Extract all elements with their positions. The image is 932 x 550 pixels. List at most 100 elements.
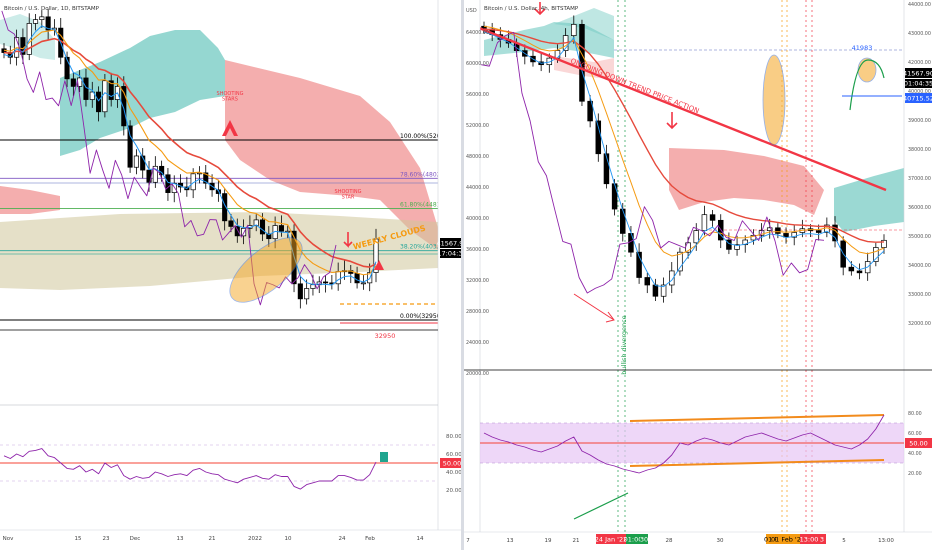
left-candle — [83, 77, 89, 100]
right-rsi-channel-bottom — [629, 459, 885, 467]
right-currency-label: USD — [466, 8, 477, 14]
right-candle — [669, 270, 675, 286]
left-rsi-tick-3: 20.00 — [446, 488, 462, 494]
left-bull-cloud — [60, 30, 225, 156]
left-candle — [354, 273, 360, 284]
left-xtick-5: 21 — [209, 536, 216, 542]
right-candle — [611, 183, 618, 210]
right-chart-pane[interactable]: ONGOING DOWN TREND PRICE ACTION 41983 bull… — [464, 0, 932, 550]
left-chart-svg[interactable]: 100.00%(52098.00) 78.60%(48020.33) 61.80%(… — [0, 0, 464, 550]
fib-382-label: 38.20%(40324.56) — [400, 244, 456, 251]
right-candle — [571, 24, 577, 36]
right-candle — [791, 232, 797, 238]
right-candle — [677, 251, 683, 272]
left-price-tag-bg — [440, 238, 464, 248]
right-laxis-tick-3: 52000.00 — [466, 123, 489, 129]
left-chikou — [1, 10, 337, 306]
right-candle — [636, 251, 642, 278]
right-candle — [766, 227, 773, 231]
right-raxis-tick-11: 32000.00 — [908, 321, 931, 327]
right-laxis-tick-2: 56000.00 — [466, 92, 489, 98]
fib-100-label: 100.00%(52098.00) — [400, 133, 460, 140]
right-date-tag-6: 3 — [820, 536, 824, 544]
left-countdown-tag: 17:04:36 — [437, 250, 464, 258]
right-candle — [709, 214, 716, 221]
left-rsi-marker — [380, 452, 388, 462]
left-candle — [266, 233, 272, 240]
right-laxis-tick-6: 40000.00 — [466, 216, 489, 222]
pane-divider[interactable] — [461, 0, 464, 550]
right-chart-svg[interactable]: ONGOING DOWN TREND PRICE ACTION41983bull… — [464, 0, 932, 550]
right-xtick-1: 13 — [507, 538, 514, 544]
right-blue-tag-bg — [905, 93, 932, 103]
left-shooting-star-label: SHOOTING STAR — [335, 189, 362, 201]
right-candle — [587, 100, 593, 122]
right-candle — [734, 244, 740, 250]
left-shooting-stars-arrow — [222, 120, 238, 136]
right-chikou — [481, 31, 825, 294]
right-xtick-8: 5 — [842, 538, 846, 544]
right-candle — [546, 57, 553, 66]
right-raxis-tick-10: 33000.00 — [908, 292, 931, 298]
right-rsi-mid-tag-bg — [905, 438, 932, 448]
left-xtick-0: Nov — [3, 536, 14, 542]
right-candle — [775, 227, 781, 234]
right-laxis-tick-9: 28000.00 — [466, 309, 489, 315]
right-date-tag-4-bg — [776, 534, 800, 544]
right-countdown-tag-bg — [905, 79, 932, 88]
right-date-tag-2: 30 — [640, 536, 648, 544]
left-xtick-6: 2022 — [248, 536, 262, 542]
right-rsi-tick-0: 80.00 — [908, 411, 922, 417]
right-laxis-tick-8: 32000.00 — [466, 278, 489, 284]
left-candle — [278, 225, 284, 232]
right-raxis-tick-5: 38000.00 — [908, 147, 931, 153]
right-date-tag-5: 13:00 — [800, 536, 819, 544]
left-candle — [335, 271, 341, 285]
right-rsi-div-line — [573, 492, 629, 520]
left-bear-cloud-2 — [0, 186, 60, 214]
left-candle — [127, 125, 133, 168]
right-date-tag-6-bg — [818, 534, 826, 544]
left-chart-pane[interactable]: 100.00%(52098.00) 78.60%(48020.33) 61.80%(… — [0, 0, 464, 550]
right-rsi-mid-tag: 50.00 — [909, 440, 928, 448]
right-date-tag-3: 01 F — [764, 536, 778, 544]
left-candle — [310, 284, 316, 289]
right-ma-orange — [483, 25, 885, 257]
right-bullish-div-label: bullish divergence — [620, 315, 628, 374]
right-tenkan-blue — [483, 31, 885, 288]
right-target-arrow — [849, 59, 885, 111]
right-bull-cloud-2 — [554, 8, 614, 40]
right-candle — [856, 270, 863, 274]
right-ellipse-1 — [762, 54, 786, 146]
right-candle — [620, 208, 626, 234]
left-xtick-3: Dec — [130, 536, 141, 542]
right-raxis-tick-6: 37000.00 — [908, 176, 931, 182]
left-bear-cloud — [225, 60, 438, 250]
left-chart-title: Bitcoin / U.S. Dollar, 1D, BITSTAMP — [4, 6, 100, 12]
right-candle — [644, 277, 651, 286]
right-candle — [881, 239, 887, 248]
left-xtick-7: 10 — [285, 536, 292, 542]
left-ma-orange — [3, 29, 377, 276]
right-xtick-2: 19 — [545, 538, 552, 544]
right-laxis-tick-5: 44000.00 — [466, 185, 489, 191]
right-raxis-tick-4: 39000.00 — [908, 118, 931, 124]
left-ellipse-highlight — [229, 237, 303, 303]
right-raxis-tick-1: 43000.00 — [908, 31, 931, 37]
left-candle — [203, 172, 209, 184]
right-xtick-0: 7 — [466, 538, 470, 544]
left-candle — [360, 282, 366, 285]
left-candle — [297, 283, 303, 300]
left-candle — [140, 155, 146, 171]
right-laxis-tick-7: 36000.00 — [466, 247, 489, 253]
left-candle — [165, 174, 171, 193]
left-xtick-4: 13 — [177, 536, 184, 542]
right-rsi-channel-top — [629, 414, 885, 422]
right-candle — [693, 230, 699, 244]
right-rsi-tick-2: 40.00 — [908, 451, 922, 457]
right-date-tag-0: 24 Jan '22 — [595, 536, 627, 544]
left-candle — [64, 56, 70, 80]
left-rsi-tick-1: 60.00 — [446, 452, 462, 458]
right-date-tag-2-bg — [640, 534, 648, 544]
left-candle — [96, 91, 102, 113]
